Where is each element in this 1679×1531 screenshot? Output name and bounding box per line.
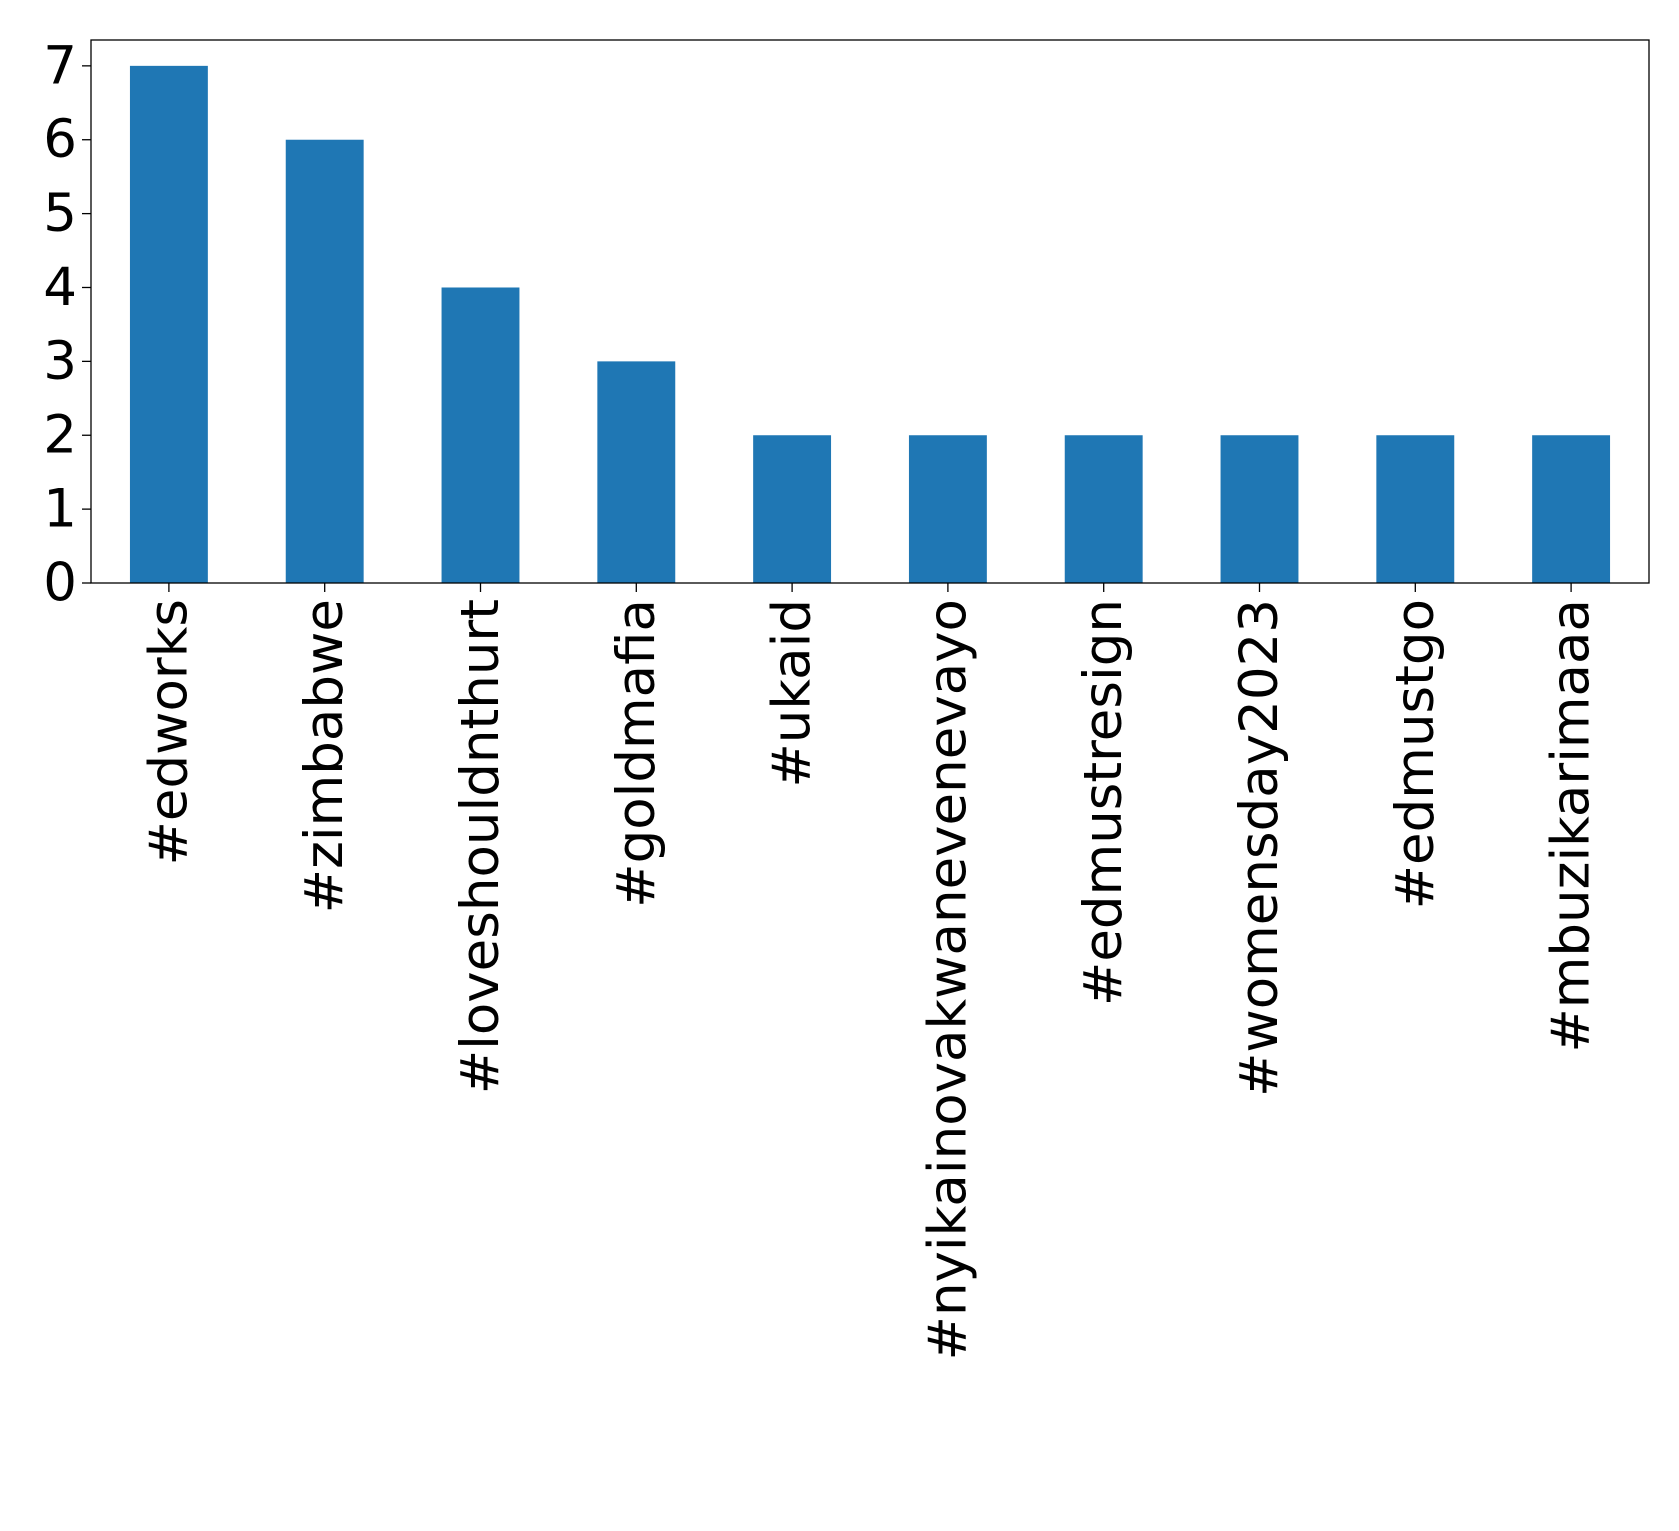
x-axis: #edworks #zimbabwe #loveshouldnthurt #goldm… — [138, 583, 1602, 1360]
bar-edworks — [129, 65, 208, 584]
bars-group — [129, 65, 1611, 584]
y-tick-label: 2 — [43, 405, 77, 466]
bar-ukaid — [753, 435, 832, 583]
y-tick-label: 4 — [43, 257, 77, 318]
x-tick-label: #nyikainovakwanevenevayo — [917, 599, 978, 1360]
bar-edmustresign — [1064, 435, 1143, 583]
y-tick-label: 0 — [43, 553, 77, 614]
y-tick-label: 3 — [43, 331, 77, 392]
x-tick-label: #mbuzikarimaaa — [1541, 599, 1602, 1053]
bar-loveshouldnthurt — [441, 287, 520, 583]
x-tick-label: #loveshouldnthurt — [450, 599, 511, 1094]
plot-frame — [90, 39, 1650, 584]
y-tick-label: 7 — [43, 35, 77, 96]
bar-mbuzikarimaaa — [1532, 435, 1611, 583]
bar-zimbabwe — [285, 139, 364, 584]
y-tick-label: 6 — [43, 109, 77, 170]
y-tick-label: 1 — [43, 479, 77, 540]
x-tick-label: #edmustgo — [1385, 599, 1446, 909]
bar-nyikainovakwanevenevayo — [908, 435, 987, 583]
x-tick-label: #edmustresign — [1073, 599, 1134, 1006]
y-axis: 0 1 2 3 4 5 6 7 — [43, 35, 91, 614]
x-tick-label: #edworks — [138, 599, 199, 866]
x-tick-label: #womensday2023 — [1229, 599, 1290, 1097]
x-tick-label: #zimbabwe — [294, 599, 355, 913]
bar-edmustgo — [1376, 435, 1455, 583]
bar-goldmafia — [597, 361, 676, 583]
y-tick-label: 5 — [43, 183, 77, 244]
x-tick-label: #goldmafia — [606, 599, 667, 908]
x-tick-label: #ukaid — [762, 599, 823, 788]
bar-womensday2023 — [1220, 435, 1299, 583]
